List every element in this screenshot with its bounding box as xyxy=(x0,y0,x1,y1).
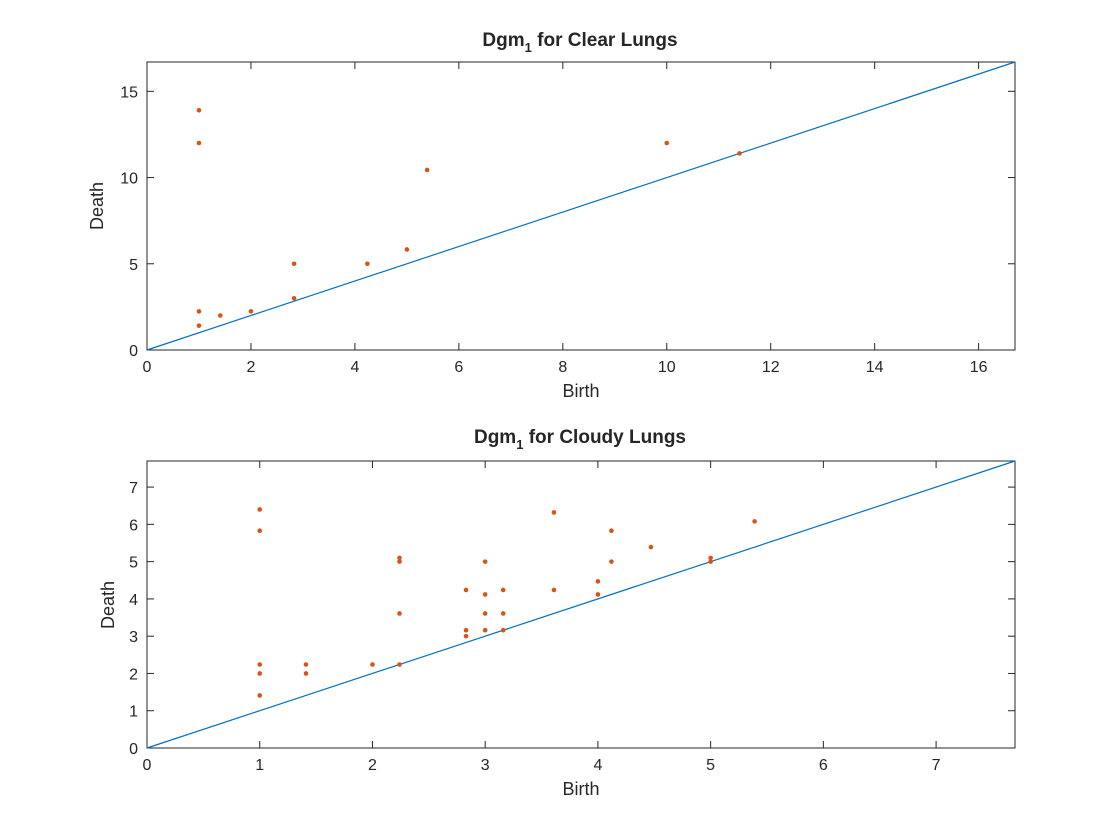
data-point xyxy=(257,507,263,512)
data-point xyxy=(196,323,202,328)
x-axis-label: Birth xyxy=(562,381,599,401)
data-point xyxy=(463,627,469,633)
data-point xyxy=(196,309,202,314)
y-tick-label: 0 xyxy=(129,343,138,360)
data-point xyxy=(365,261,370,267)
data-point xyxy=(551,587,557,593)
data-point xyxy=(482,611,488,616)
x-tick-label: 3 xyxy=(481,757,490,774)
x-tick-label: 6 xyxy=(819,757,828,774)
data-point xyxy=(196,107,202,113)
data-point xyxy=(595,579,601,584)
x-tick-label: 0 xyxy=(143,359,152,376)
x-tick-label: 10 xyxy=(658,359,676,376)
data-point xyxy=(482,559,488,564)
x-tick-label: 1 xyxy=(255,757,264,774)
data-point xyxy=(397,559,402,564)
data-point xyxy=(291,295,297,301)
data-point xyxy=(482,592,488,597)
data-point xyxy=(257,528,263,533)
data-point xyxy=(609,559,614,564)
data-point xyxy=(424,167,430,173)
x-tick-label: 2 xyxy=(368,757,377,774)
diagonal-line xyxy=(146,61,1016,351)
data-point xyxy=(500,627,506,633)
data-point xyxy=(482,627,488,633)
x-tick-label: 6 xyxy=(454,359,463,376)
y-tick-label: 2 xyxy=(129,666,138,683)
data-point xyxy=(595,592,601,597)
x-tick-label: 0 xyxy=(143,757,152,774)
data-point xyxy=(648,544,654,550)
y-tick-label: 6 xyxy=(129,517,138,534)
diagonal-line xyxy=(146,460,1016,749)
data-point xyxy=(708,559,713,564)
data-point xyxy=(397,611,402,616)
data-point xyxy=(708,555,713,561)
data-point xyxy=(609,528,614,533)
data-point xyxy=(737,151,742,156)
x-tick-label: 16 xyxy=(970,359,988,376)
axis-ticks: 0 1 2 3 4 5 6 7 0 1 2 3 4 5 6 7 xyxy=(129,461,1015,774)
x-tick-label: 14 xyxy=(866,359,884,376)
x-tick-label: 12 xyxy=(762,359,780,376)
x-tick-label: 8 xyxy=(558,359,567,376)
data-point xyxy=(404,247,410,252)
data-point xyxy=(303,662,309,667)
data-point xyxy=(463,633,469,639)
data-point xyxy=(752,519,757,524)
data-point xyxy=(303,671,309,676)
data-point xyxy=(291,261,297,267)
y-tick-label: 1 xyxy=(129,704,138,721)
data-point xyxy=(248,309,254,314)
data-point xyxy=(500,611,506,616)
data-point xyxy=(397,662,402,667)
y-axis-label: Death xyxy=(98,581,118,629)
y-tick-label: 15 xyxy=(120,84,138,101)
data-point xyxy=(257,693,263,698)
data-point xyxy=(664,140,670,146)
data-point xyxy=(257,671,263,676)
x-tick-label: 2 xyxy=(246,359,255,376)
axis-ticks: 0 2 4 6 8 10 12 14 16 0 5 10 15 xyxy=(120,62,1015,376)
clear-lungs-panel: Dgm1 for Clear Lungs 0 2 4 6 8 10 12 14 16 0 5 10 15… xyxy=(87,30,1016,401)
x-tick-label: 4 xyxy=(593,757,602,774)
y-tick-label: 5 xyxy=(129,555,138,572)
chart-title: Dgm1 for Clear Lungs xyxy=(482,30,677,55)
chart-title: Dgm1 for Cloudy Lungs xyxy=(474,427,686,452)
y-tick-label: 3 xyxy=(129,629,138,646)
y-tick-label: 10 xyxy=(120,171,138,188)
data-point xyxy=(551,510,557,515)
data-point xyxy=(196,140,202,146)
data-point xyxy=(397,555,402,561)
data-point xyxy=(370,662,375,667)
points-group xyxy=(257,507,757,698)
y-tick-label: 5 xyxy=(129,257,138,274)
points-group xyxy=(196,107,742,328)
y-axis-label: Death xyxy=(87,182,107,230)
x-tick-label: 7 xyxy=(932,757,941,774)
data-point xyxy=(217,313,223,318)
data-point xyxy=(463,587,469,593)
data-point xyxy=(500,587,506,593)
y-tick-label: 0 xyxy=(129,741,138,758)
data-point xyxy=(257,662,263,667)
x-axis-label: Birth xyxy=(562,779,599,799)
cloudy-lungs-panel: Dgm1 for Cloudy Lungs 0 1 2 3 4 5 6 7 0 1 2 3 4 5 6 7 B… xyxy=(98,427,1016,799)
x-tick-label: 4 xyxy=(350,359,359,376)
x-tick-label: 5 xyxy=(706,757,715,774)
y-tick-label: 4 xyxy=(129,592,138,609)
y-tick-label: 7 xyxy=(129,480,138,497)
